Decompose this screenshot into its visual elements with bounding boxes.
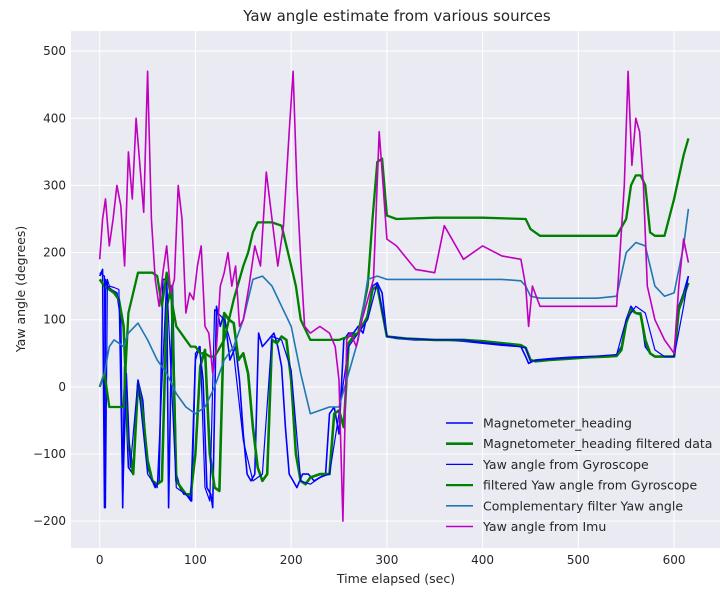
x-tick-label: 200 (280, 553, 303, 567)
x-tick-label: 500 (567, 553, 590, 567)
legend-label: filtered Yaw angle from Gyroscope (483, 478, 697, 493)
legend-label: Yaw angle from Imu (482, 519, 606, 534)
series-line-6 (98, 70, 690, 522)
series-line-1 (98, 268, 690, 509)
y-tick-label: 500 (43, 44, 66, 58)
legend-label: Complementary filter Yaw angle (483, 498, 683, 513)
y-tick-label: 300 (43, 178, 66, 192)
series-lines (98, 70, 690, 522)
y-tick-label: −100 (33, 447, 66, 461)
y-tick-label: 0 (58, 380, 66, 394)
legend: Magnetometer_heading Magnetometer_heading… (446, 416, 712, 534)
y-tick-label: 200 (43, 246, 66, 260)
chart-title: Yaw angle estimate from various sources (242, 7, 551, 25)
series-line-2 (98, 278, 690, 496)
series-line-4 (98, 138, 690, 409)
y-tick-label: 400 (43, 111, 66, 125)
series-line-3 (99, 272, 689, 509)
x-tick-label: 100 (184, 553, 207, 567)
x-axis-ticks: 0 100 200 300 400 500 600 (96, 553, 686, 567)
legend-label: Magnetometer_heading filtered data (483, 436, 712, 451)
x-tick-label: 0 (96, 553, 104, 567)
y-axis-ticks: −200 −100 0 100 200 300 400 500 (33, 44, 66, 528)
x-axis-label: Time elapsed (sec) (336, 571, 455, 586)
y-tick-label: −200 (33, 514, 66, 528)
x-tick-label: 400 (471, 553, 494, 567)
x-tick-label: 600 (663, 553, 686, 567)
series-line-5 (98, 208, 690, 415)
plot-area (71, 31, 720, 548)
x-tick-label: 300 (375, 553, 398, 567)
y-axis-label: Yaw angle (degrees) (13, 226, 28, 354)
legend-label: Yaw angle from Gyroscope (482, 457, 649, 472)
legend-label: Magnetometer_heading (483, 416, 632, 431)
y-tick-label: 100 (43, 313, 66, 327)
